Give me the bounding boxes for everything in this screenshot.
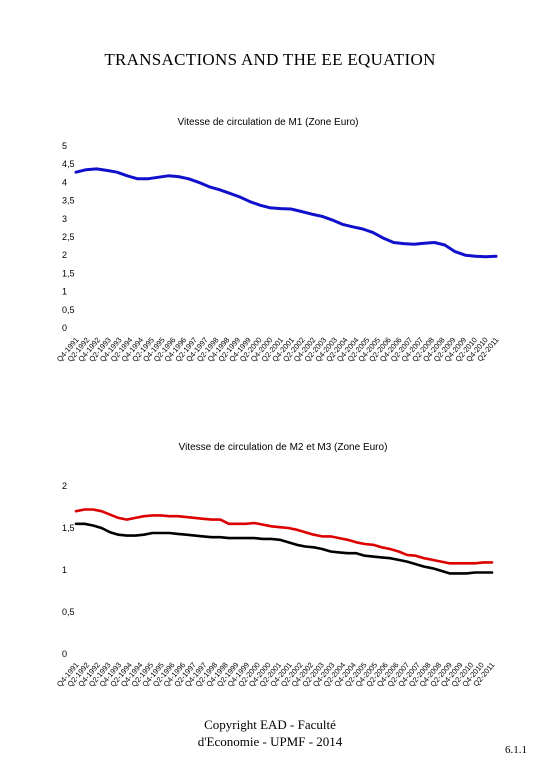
c1-ytick-0: 0 — [62, 323, 67, 333]
c1-ytick-9: 4,5 — [62, 159, 75, 169]
chart2-title: Vitesse de circulation de M2 et M3 (Zone… — [179, 442, 388, 453]
chart1-y-axis: 0 0,5 1 1,5 2 2,5 3 3,5 4 4,5 5 — [62, 141, 75, 333]
chart2-x-axis: Q4-1991Q2-1992Q4-1992Q2-1993Q4-1993Q2-19… — [55, 661, 497, 689]
c1-ytick-2: 1 — [62, 287, 67, 297]
chart1-x-axis: Q4-1991Q2-1992Q4-1992Q2-1993Q4-1993Q2-19… — [55, 336, 501, 364]
c1-ytick-6: 3 — [62, 214, 67, 224]
c2-ytick-4: 2 — [62, 481, 67, 491]
c1-ytick-4: 2 — [62, 250, 67, 260]
chart2-series — [74, 508, 494, 575]
page-number: 6.1.1 — [505, 744, 527, 756]
footer-line-1: Copyright EAD - Faculté — [204, 717, 336, 732]
c2-series-line-0 — [74, 508, 494, 565]
page-title: TRANSACTIONS AND THE EE EQUATION — [104, 50, 436, 69]
m1-velocity-chart: Vitesse de circulation de M1 (Zone Euro)… — [55, 117, 501, 364]
c1-ytick-3: 1,5 — [62, 268, 75, 278]
c2-series-line-1 — [74, 522, 494, 575]
copyright-footer: Copyright EAD - Faculté d'Economie - UPM… — [0, 716, 540, 750]
c1-ytick-8: 4 — [62, 177, 67, 187]
c2-ytick-1: 0,5 — [62, 607, 75, 617]
footer-line-2: d'Economie - UPMF - 2014 — [197, 734, 343, 749]
c1-ytick-1: 0,5 — [62, 305, 75, 315]
c1-ytick-5: 2,5 — [62, 232, 75, 242]
c2-ytick-3: 1,5 — [62, 523, 75, 533]
c1-ytick-7: 3,5 — [62, 196, 75, 206]
c2-ytick-0: 0 — [62, 649, 67, 659]
c2-ytick-2: 1 — [62, 565, 67, 575]
chart1-title: Vitesse de circulation de M1 (Zone Euro) — [177, 117, 358, 128]
c1-ytick-10: 5 — [62, 141, 67, 151]
chart1-series — [74, 167, 498, 259]
chart2-y-axis: 0 0,5 1 1,5 2 — [62, 481, 75, 659]
c1-series-line-0 — [74, 167, 498, 259]
m2-m3-velocity-chart: Vitesse de circulation de M2 et M3 (Zone… — [55, 442, 497, 689]
